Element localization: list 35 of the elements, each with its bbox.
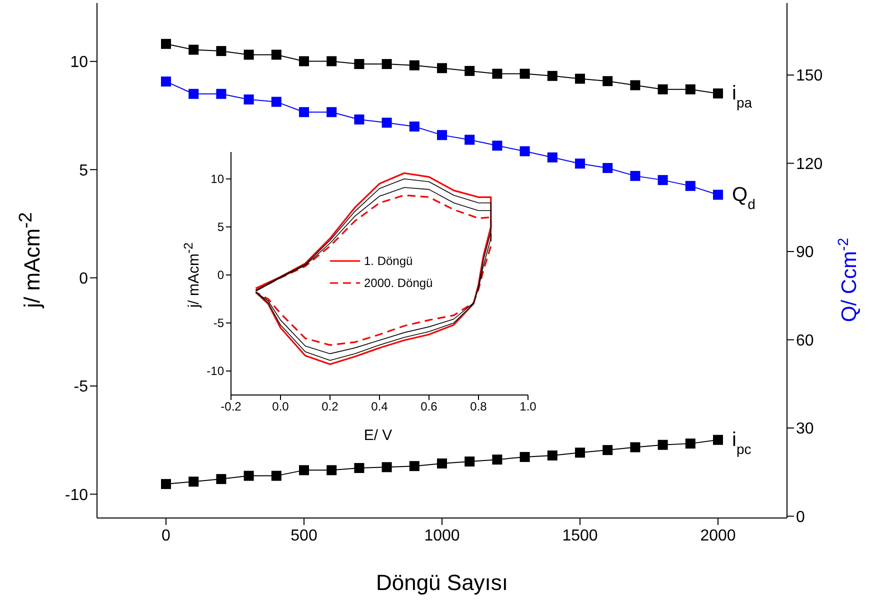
x-tick-label: 0.6 <box>420 400 438 414</box>
series-label: i$_{pc}$ <box>732 428 752 457</box>
x-tick-label: -0.2 <box>220 400 242 414</box>
y-tick-label: 0 <box>217 268 224 282</box>
x-tick-label: 0.4 <box>371 400 388 414</box>
x-tick-label: 1.0 <box>520 400 537 414</box>
y2-tick-label: 150 <box>796 68 823 85</box>
x-tick-label: 1500 <box>562 527 598 544</box>
x-tick-label: 0.8 <box>470 400 488 414</box>
y-tick-label: -5 <box>213 316 224 330</box>
y-tick-label: 5 <box>217 220 224 234</box>
x-tick-label: 0.2 <box>322 400 339 414</box>
y2-tick-label: 120 <box>796 156 823 173</box>
series-label: i$_{pa}$ <box>732 82 752 110</box>
y-tick-label: 10 <box>210 172 224 186</box>
y-tick-label: 5 <box>79 162 88 180</box>
y2-tick-label: 60 <box>796 332 814 350</box>
x-tick-label: 2000 <box>700 527 736 544</box>
series-label: Q$_{d}$ <box>732 184 756 212</box>
x-tick-label: 0 <box>162 527 171 544</box>
y-tick-label: 0 <box>79 270 88 288</box>
legend-label: 2000. Döngü <box>364 276 433 290</box>
x-tick-label: 0.0 <box>272 400 290 414</box>
y2-tick-label: 30 <box>796 420 814 438</box>
y2-tick-label: 0 <box>796 508 805 526</box>
y-tick-label: -10 <box>206 364 224 378</box>
y-tick-label: -5 <box>74 378 88 396</box>
x-axis-title: E/ V <box>364 427 392 444</box>
legend-label: 1. Döngü <box>364 254 413 268</box>
x-axis-title: Döngü Sayısı <box>376 570 508 596</box>
y2-tick-label: 90 <box>796 244 814 262</box>
x-tick-label: 500 <box>290 527 318 544</box>
y-tick-label: 10 <box>70 54 88 72</box>
y-tick-label: -10 <box>64 486 88 504</box>
x-tick-label: 1000 <box>424 527 460 544</box>
